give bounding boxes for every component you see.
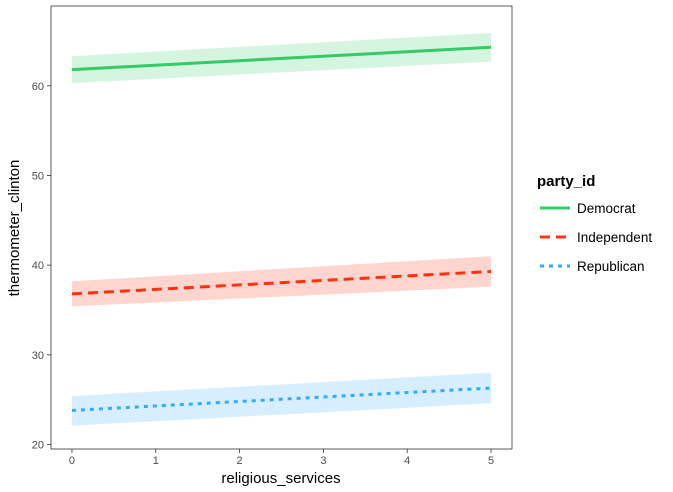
y-tick-label: 60 [32,81,44,93]
legend: party_id Democrat Independent Republican [537,173,652,274]
x-tick-label: 2 [237,455,243,467]
legend-title: party_id [537,173,595,190]
x-tick-label: 5 [488,455,494,467]
x-tick-label: 0 [69,455,75,467]
x-tick-label: 4 [404,455,410,467]
y-tick-label: 30 [32,350,44,362]
series-line-democrat [71,45,492,72]
y-axis-title: thermometer_clinton [6,160,23,297]
x-tick-label: 1 [153,455,159,467]
series-line-republican [71,386,492,412]
x-tick-label: 3 [320,455,326,467]
y-tick-label: 40 [32,260,44,272]
plot-panel [50,5,513,450]
series-line-independent [71,269,492,296]
legend-label-independent: Independent [577,230,652,245]
y-tick-label: 50 [32,170,44,182]
y-tick-label: 20 [32,440,44,452]
legend-label-democrat: Democrat [577,201,636,216]
legend-label-republican: Republican [577,259,645,274]
x-axis-title: religious_services [221,470,340,487]
